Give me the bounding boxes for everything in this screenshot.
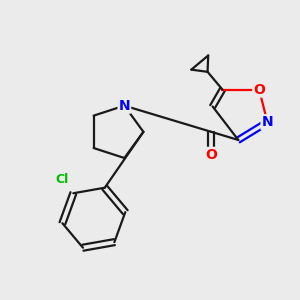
Text: O: O: [205, 148, 217, 162]
Text: N: N: [262, 115, 273, 129]
Text: N: N: [118, 99, 130, 113]
Text: Cl: Cl: [56, 173, 69, 186]
Text: O: O: [253, 82, 265, 97]
